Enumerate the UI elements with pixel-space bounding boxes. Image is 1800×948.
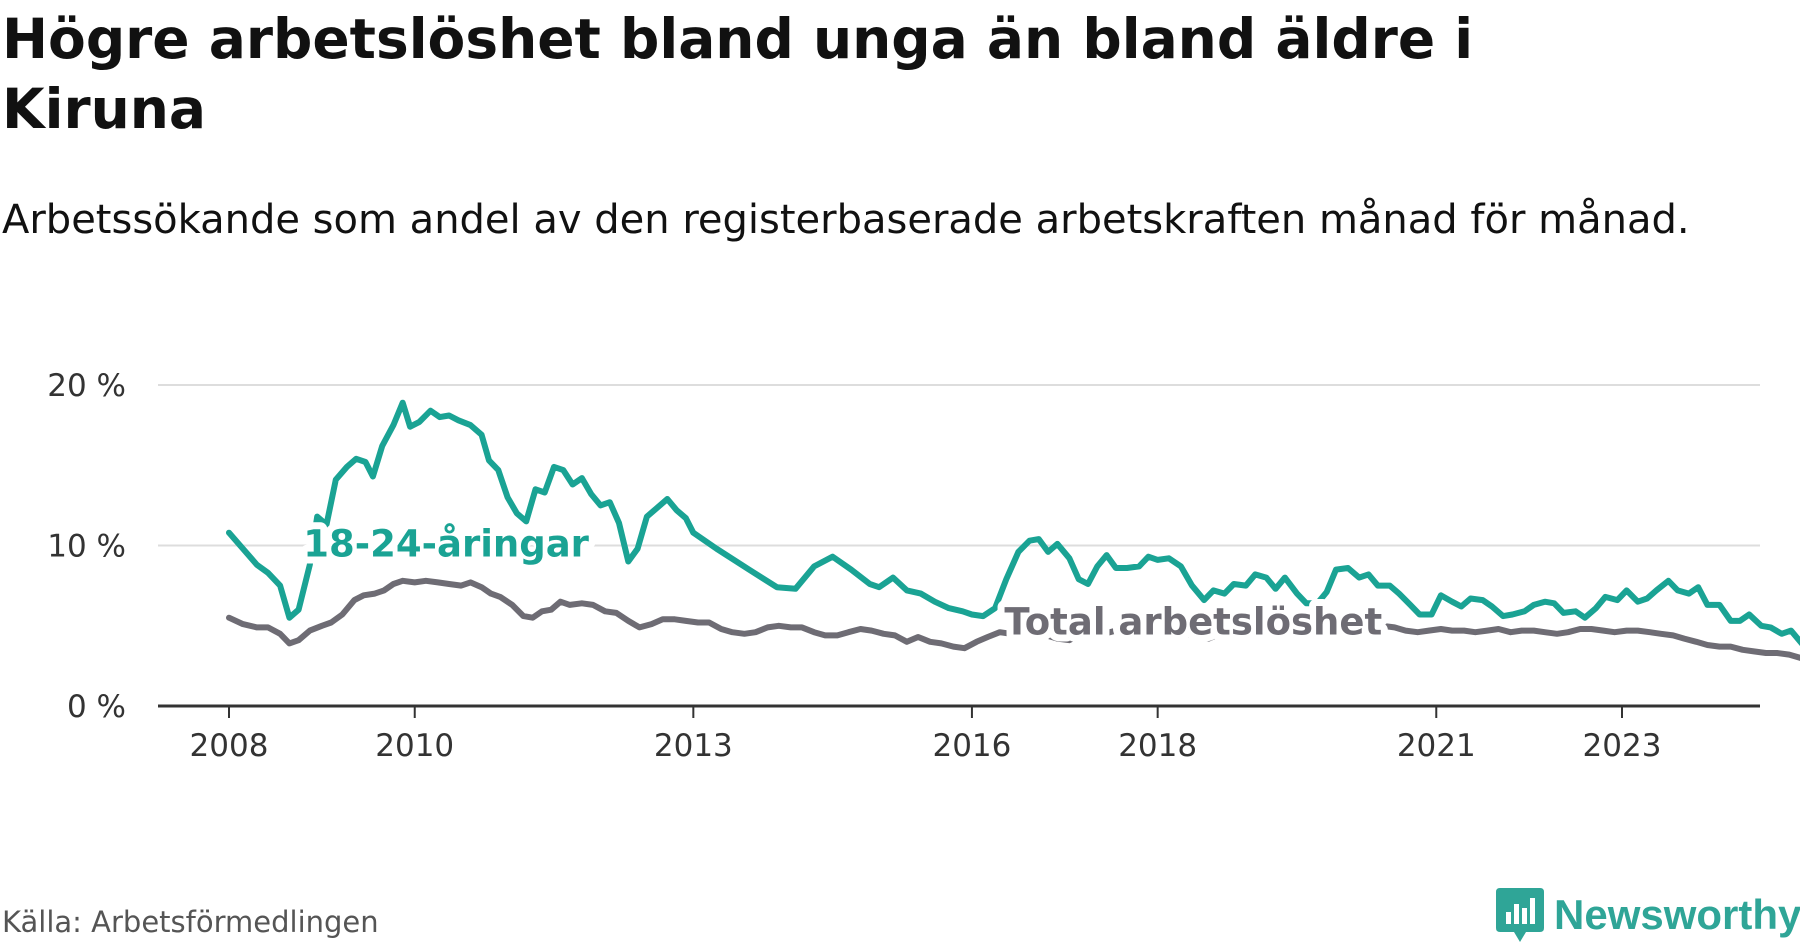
y-tick-label: 0 %: [67, 689, 126, 725]
series-label-total: Total arbetslöshet: [1004, 601, 1382, 644]
series-label-halo-total: Total arbetslöshet: [1004, 601, 1382, 644]
y-tick-label: 20 %: [47, 368, 126, 404]
x-tick-label: 2016: [932, 728, 1011, 764]
source-note: Källa: Arbetsförmedlingen: [2, 905, 379, 939]
x-tick-label: 2008: [190, 728, 269, 764]
axes: [158, 704, 1760, 718]
chart-title: Högre arbetslöshet bland unga än bland ä…: [2, 7, 1474, 141]
series-label-youth: 18-24-åringar: [303, 523, 589, 566]
series-line-total: [226, 577, 1800, 661]
x-tick-label: 2021: [1397, 728, 1476, 764]
labels: 0 % 10 % 20 % 2008 2010 2013 2016 2018 2021 2023 1…: [47, 368, 1662, 764]
series-label-halo-youth: 18-24-åringar: [303, 523, 589, 566]
x-tick-label: 2013: [654, 728, 733, 764]
gridlines: [158, 384, 1760, 547]
x-tick-label: 2023: [1583, 728, 1662, 764]
series-line-youth: [226, 399, 1800, 646]
newsworthy-logo[interactable]: Newsworthy: [1494, 886, 1800, 944]
x-tick-label: 2010: [375, 728, 454, 764]
y-tick-label: 10 %: [47, 529, 126, 565]
series: [226, 399, 1800, 661]
x-tick-label: 2018: [1118, 728, 1197, 764]
brand-name: Newsworthy: [1554, 891, 1800, 938]
newsworthy-logo-icon: [1496, 888, 1544, 942]
chart-subtitle: Arbetssökande som andel av den registerb…: [2, 197, 1690, 243]
